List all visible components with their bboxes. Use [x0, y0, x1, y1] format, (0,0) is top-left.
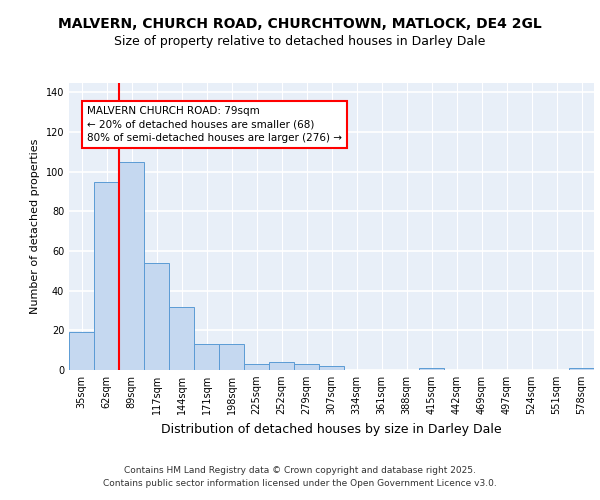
Bar: [194, 344, 219, 370]
Bar: [269, 362, 294, 370]
Bar: [94, 182, 119, 370]
Text: MALVERN, CHURCH ROAD, CHURCHTOWN, MATLOCK, DE4 2GL: MALVERN, CHURCH ROAD, CHURCHTOWN, MATLOC…: [58, 18, 542, 32]
Bar: [244, 364, 269, 370]
X-axis label: Distribution of detached houses by size in Darley Dale: Distribution of detached houses by size …: [161, 422, 502, 436]
Bar: [294, 364, 319, 370]
Bar: [569, 368, 594, 370]
Bar: [319, 366, 344, 370]
Bar: [169, 306, 194, 370]
Bar: [144, 263, 169, 370]
Y-axis label: Number of detached properties: Number of detached properties: [30, 138, 40, 314]
Bar: [219, 344, 244, 370]
Text: Contains HM Land Registry data © Crown copyright and database right 2025.
Contai: Contains HM Land Registry data © Crown c…: [103, 466, 497, 487]
Bar: [69, 332, 94, 370]
Text: MALVERN CHURCH ROAD: 79sqm
← 20% of detached houses are smaller (68)
80% of semi: MALVERN CHURCH ROAD: 79sqm ← 20% of deta…: [87, 106, 342, 142]
Bar: [119, 162, 144, 370]
Text: Size of property relative to detached houses in Darley Dale: Size of property relative to detached ho…: [115, 35, 485, 48]
Bar: [419, 368, 444, 370]
